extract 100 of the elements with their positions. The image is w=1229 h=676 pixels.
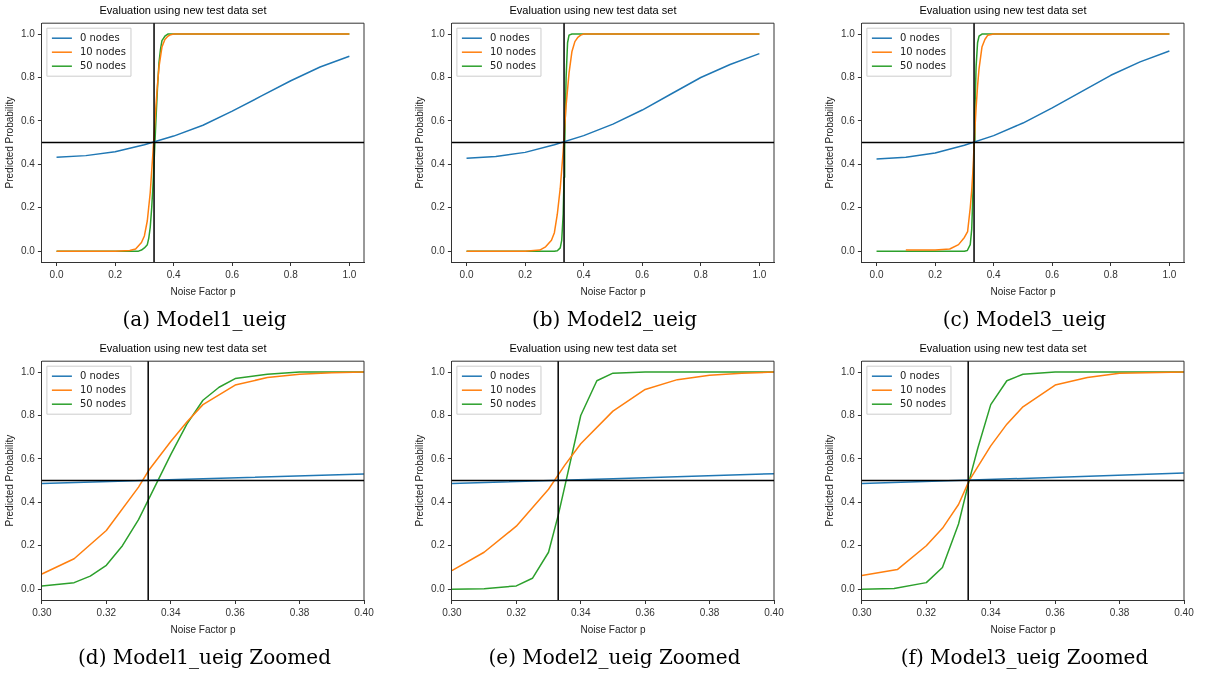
x-tick-label: 0.40 — [354, 606, 375, 618]
x-tick-label: 0.8 — [283, 268, 299, 280]
x-axis-title: Noise Factor p — [990, 623, 1056, 635]
text: (f) Model3_ueig Zoomed — [899, 644, 1150, 671]
chart-title: Evaluation using new test data set — [99, 341, 267, 354]
y-tick-label: 0.6 — [431, 114, 446, 126]
legend-label: 50 nodes — [899, 59, 946, 71]
x-tick-label: 0.34 — [981, 606, 1001, 618]
y-axis-title: Predicted Probability — [3, 434, 15, 527]
legend-label: 10 nodes — [489, 45, 536, 57]
y-tick-label: 0.2 — [431, 201, 446, 213]
x-tick-label: 0.2 — [518, 268, 533, 280]
y-tick-label: 0.8 — [431, 71, 446, 83]
x-tick-label: 0.36 — [1045, 606, 1066, 618]
y-tick-label: 0.4 — [841, 496, 856, 508]
x-tick-label: 1.0 — [752, 268, 767, 280]
y-tick-label: 0.6 — [431, 452, 446, 464]
y-tick-label: 0.4 — [841, 158, 856, 170]
y-axis-title: Predicted Probability — [413, 96, 425, 189]
legend-label: 50 nodes — [79, 59, 126, 71]
y-axis-title: Predicted Probability — [823, 96, 835, 189]
y-tick-label: 1.0 — [21, 27, 36, 39]
x-tick-label: 0.34 — [161, 606, 181, 618]
x-tick-label: 0.0 — [869, 268, 884, 280]
y-tick-label: 0.8 — [841, 409, 856, 421]
y-tick-label: 0.8 — [431, 409, 446, 421]
legend-label: 50 nodes — [489, 59, 536, 71]
y-tick-label: 1.0 — [431, 365, 446, 377]
chart-title: Evaluation using new test data set — [99, 3, 267, 16]
legend-label: 50 nodes — [79, 397, 126, 409]
x-axis-title: Noise Factor p — [170, 285, 236, 297]
y-tick-label: 0.8 — [841, 71, 856, 83]
y-tick-label: 0.2 — [431, 539, 446, 551]
x-tick-label: 0.4 — [986, 268, 1002, 280]
legend-label: 10 nodes — [899, 383, 946, 395]
x-tick-label: 0.30 — [442, 606, 463, 618]
y-tick-label: 0.4 — [21, 496, 36, 508]
x-tick-label: 0.40 — [1174, 606, 1195, 618]
x-tick-label: 0.34 — [571, 606, 591, 618]
x-tick-label: 0.38 — [699, 606, 720, 618]
y-tick-label: 0.4 — [431, 496, 446, 508]
y-tick-label: 0.2 — [841, 201, 856, 213]
y-tick-label: 0.0 — [841, 244, 856, 256]
y-tick-label: 0.4 — [21, 158, 36, 170]
y-tick-label: 0.0 — [21, 244, 36, 256]
x-tick-label: 0.6 — [225, 268, 240, 280]
chart-title: Evaluation using new test data set — [509, 341, 677, 354]
x-axis-title: Noise Factor p — [580, 285, 646, 297]
x-tick-label: 0.2 — [928, 268, 943, 280]
y-tick-label: 0.6 — [21, 114, 36, 126]
y-axis-title: Predicted Probability — [823, 434, 835, 527]
x-tick-label: 0.38 — [289, 606, 310, 618]
x-tick-label: 0.40 — [764, 606, 785, 618]
text: (b) Model2_ueig — [531, 306, 698, 333]
x-tick-label: 0.36 — [635, 606, 656, 618]
x-tick-label: 0.30 — [852, 606, 873, 618]
legend-label: 10 nodes — [489, 383, 536, 395]
x-tick-label: 0.6 — [635, 268, 650, 280]
y-tick-label: 1.0 — [431, 27, 446, 39]
legend-label: 10 nodes — [79, 383, 126, 395]
y-tick-label: 0.2 — [21, 539, 36, 551]
y-tick-label: 0.2 — [841, 539, 856, 551]
legend-label: 10 nodes — [79, 45, 126, 57]
y-axis-title: Predicted Probability — [3, 96, 15, 189]
x-tick-label: 0.30 — [32, 606, 53, 618]
x-tick-label: 0.0 — [459, 268, 474, 280]
chart-title: Evaluation using new test data set — [919, 341, 1087, 354]
y-tick-label: 0.0 — [21, 582, 36, 594]
legend-label: 0 nodes — [79, 369, 120, 381]
text: (a) Model1_ueig — [121, 306, 288, 333]
y-tick-label: 0.4 — [431, 158, 446, 170]
x-tick-label: 0.8 — [1103, 268, 1119, 280]
y-tick-label: 0.8 — [21, 409, 36, 421]
legend-label: 0 nodes — [899, 369, 940, 381]
x-axis-title: Noise Factor p — [990, 285, 1056, 297]
y-tick-label: 0.6 — [21, 452, 36, 464]
y-tick-label: 1.0 — [21, 365, 36, 377]
legend-label: 0 nodes — [899, 31, 940, 43]
y-tick-label: 1.0 — [841, 365, 856, 377]
text: (e) Model2_ueig Zoomed — [487, 644, 742, 671]
text: (c) Model3_ueig — [941, 306, 1108, 333]
y-tick-label: 0.6 — [841, 114, 856, 126]
x-tick-label: 0.6 — [1045, 268, 1060, 280]
legend-label: 50 nodes — [899, 397, 946, 409]
chart-title: Evaluation using new test data set — [919, 3, 1087, 16]
y-tick-label: 0.8 — [21, 71, 36, 83]
y-tick-label: 0.2 — [21, 201, 36, 213]
y-axis-title: Predicted Probability — [413, 434, 425, 527]
x-tick-label: 0.38 — [1109, 606, 1130, 618]
x-tick-label: 0.36 — [225, 606, 246, 618]
x-axis-title: Noise Factor p — [170, 623, 236, 635]
x-tick-label: 0.4 — [576, 268, 592, 280]
x-tick-label: 0.32 — [916, 606, 937, 618]
x-tick-label: 0.8 — [693, 268, 709, 280]
y-tick-label: 0.0 — [431, 582, 446, 594]
text: (d) Model1_ueig Zoomed — [77, 644, 332, 671]
x-tick-label: 0.0 — [49, 268, 64, 280]
x-tick-label: 0.2 — [108, 268, 123, 280]
legend-label: 0 nodes — [489, 369, 530, 381]
x-tick-label: 1.0 — [1162, 268, 1177, 280]
